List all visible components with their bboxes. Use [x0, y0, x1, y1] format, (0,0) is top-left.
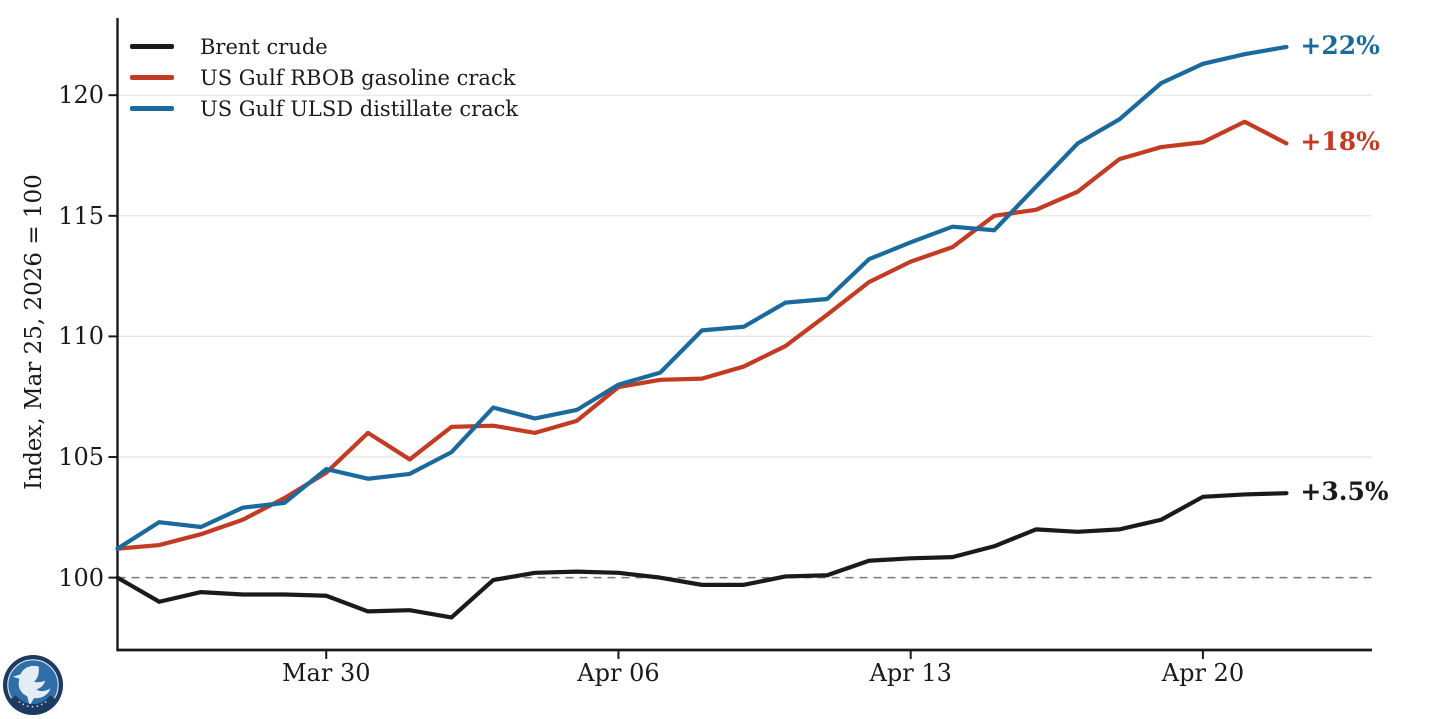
x-tick-apr13: Apr 13 — [869, 659, 952, 687]
rbob-line-swatch — [130, 75, 174, 80]
y-tick-120: 120 — [58, 81, 104, 110]
brent-line-swatch — [130, 44, 174, 49]
end-label-brent: +3.5% — [1300, 477, 1389, 507]
x-tick-apr20: Apr 20 — [1161, 659, 1245, 687]
x-tick-apr06: Apr 06 — [577, 659, 660, 687]
legend-label: US Gulf ULSD distillate crack — [200, 96, 519, 121]
legend-label: Brent crude — [200, 34, 328, 59]
legend: Brent crude US Gulf RBOB gasoline crack … — [130, 31, 518, 124]
ulsd-line-swatch — [130, 106, 174, 111]
y-tick-100: 100 — [58, 563, 104, 592]
eagle-icon — [2, 654, 64, 716]
legend-item-ulsd: US Gulf ULSD distillate crack — [130, 93, 518, 124]
y-tick-115: 115 — [58, 201, 104, 230]
legend-item-rbob: US Gulf RBOB gasoline crack — [130, 62, 518, 93]
x-tick-mar30: Mar 30 — [281, 659, 371, 687]
legend-label: US Gulf RBOB gasoline crack — [200, 65, 516, 90]
legend-item-brent: Brent crude — [130, 31, 518, 62]
end-label-ulsd: +22% — [1300, 30, 1380, 60]
publisher-logo — [2, 654, 64, 716]
y-tick-105: 105 — [58, 443, 104, 472]
y-tick-110: 110 — [58, 322, 104, 351]
end-label-rbob: +18% — [1300, 127, 1380, 157]
